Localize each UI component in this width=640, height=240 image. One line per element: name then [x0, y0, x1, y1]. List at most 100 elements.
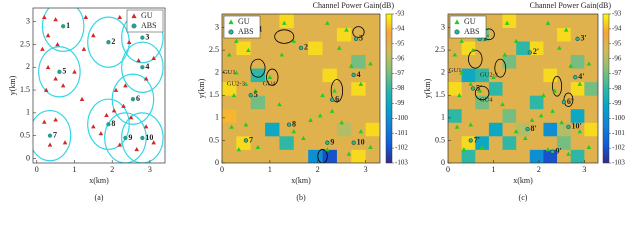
heat-cell: [322, 108, 338, 123]
heat-cell: [365, 14, 380, 28]
legend-label: GU: [141, 11, 153, 20]
gu-marker: [104, 112, 109, 117]
heat-cell: [570, 54, 585, 69]
gu-marker: [586, 144, 592, 150]
gu-marker: [117, 14, 123, 19]
gu-marker: [457, 92, 462, 98]
heat-cell: [365, 68, 380, 83]
heat-cell: [351, 54, 367, 69]
heat-cell: [475, 108, 490, 123]
y-tick-label: 1.5: [435, 90, 445, 99]
heat-cell: [557, 81, 572, 96]
heat-cell: [502, 149, 517, 163]
heat-cell: [475, 135, 490, 150]
abs-label: 7: [53, 130, 57, 139]
abs-marker: [527, 50, 532, 55]
gu-marker: [500, 102, 505, 107]
abs-marker: [550, 149, 555, 154]
annotation: GU2-3: [480, 71, 498, 78]
heat-cell: [293, 149, 309, 163]
gu-marker: [253, 88, 258, 93]
gu-marker: [43, 87, 49, 92]
abs-label: 8': [531, 124, 537, 133]
heat-cell: [293, 14, 309, 28]
y-tick-label: 1.5: [209, 90, 219, 99]
heat-cell: [236, 122, 252, 137]
abs-marker: [57, 69, 62, 74]
abs-label: 3': [581, 34, 587, 43]
colorbar-tick-label: -99: [395, 99, 405, 107]
abs-marker: [140, 65, 145, 70]
heat-cell: [557, 135, 572, 150]
y-tick-label: 0.5: [209, 135, 219, 144]
annotation: GU1: [223, 69, 236, 76]
heat-cell: [250, 41, 266, 56]
gu-marker: [128, 115, 134, 120]
heat-cell: [584, 122, 598, 137]
heat-cell: [584, 149, 598, 163]
heat-cell: [543, 14, 558, 28]
gu-marker: [98, 131, 104, 136]
gu-marker: [552, 88, 558, 93]
annotation: GU1: [449, 67, 462, 74]
heat-cell: [279, 149, 295, 163]
abs-marker: [561, 99, 567, 105]
abs-marker: [61, 24, 66, 29]
heat-cell: [461, 95, 476, 110]
gu-marker: [325, 147, 330, 152]
heat-cell: [543, 135, 558, 150]
gu-marker: [329, 108, 335, 113]
heat-cell: [236, 108, 252, 123]
gu-marker: [470, 47, 476, 52]
heat-cell: [222, 68, 237, 83]
heat-cell: [236, 41, 252, 56]
heat-cell: [365, 108, 380, 123]
x-tick-label: 3: [364, 165, 368, 174]
highlight-ellipse: [330, 79, 344, 103]
highlight-ellipse: [494, 58, 507, 78]
abs-label: 10: [145, 133, 153, 142]
heat-cell: [293, 54, 309, 69]
heat-cell: [543, 81, 558, 96]
heat-cell: [488, 122, 503, 137]
abs-marker: [470, 86, 476, 91]
heat-cell: [543, 122, 558, 137]
heat-cell: [250, 122, 266, 137]
heat-cell: [365, 122, 380, 137]
annotation: GU4: [263, 80, 276, 87]
heat-cell: [351, 68, 367, 83]
heat-cell: [516, 149, 531, 163]
heat-cell: [236, 54, 252, 69]
heat-cell: [293, 27, 309, 42]
heat-cell: [570, 14, 585, 28]
heat-cell: [488, 135, 503, 150]
heat-cell: [265, 122, 280, 137]
gu-marker: [91, 124, 96, 129]
heat-cell: [502, 95, 517, 110]
gu-marker: [491, 74, 496, 80]
heat-cell: [265, 27, 280, 42]
abs-marker: [248, 93, 253, 98]
heat-cell: [236, 149, 252, 163]
gu-marker: [339, 120, 344, 125]
gu-marker: [461, 147, 467, 152]
x-tick-label: 2: [537, 165, 541, 174]
abs-label: 6: [136, 94, 140, 103]
legend-label: ABS: [141, 21, 157, 30]
heat-cell: [543, 54, 558, 69]
heat-cell: [365, 54, 380, 69]
y-tick-label: 2.5: [435, 45, 445, 54]
heat-cell: [475, 41, 490, 56]
gu-marker: [42, 119, 47, 124]
legend-marker: [228, 19, 234, 25]
heat-cell: [336, 68, 352, 83]
heat-cell: [488, 81, 503, 96]
heat-cell: [448, 68, 463, 83]
heat-cell: [448, 41, 463, 56]
gu-marker: [368, 144, 373, 150]
x-tick-label: 0: [446, 165, 450, 174]
heat-cell: [265, 149, 280, 163]
heat-cell: [461, 41, 476, 56]
colorbar-tick-label: -103: [395, 159, 408, 167]
heat-cell: [570, 135, 585, 150]
